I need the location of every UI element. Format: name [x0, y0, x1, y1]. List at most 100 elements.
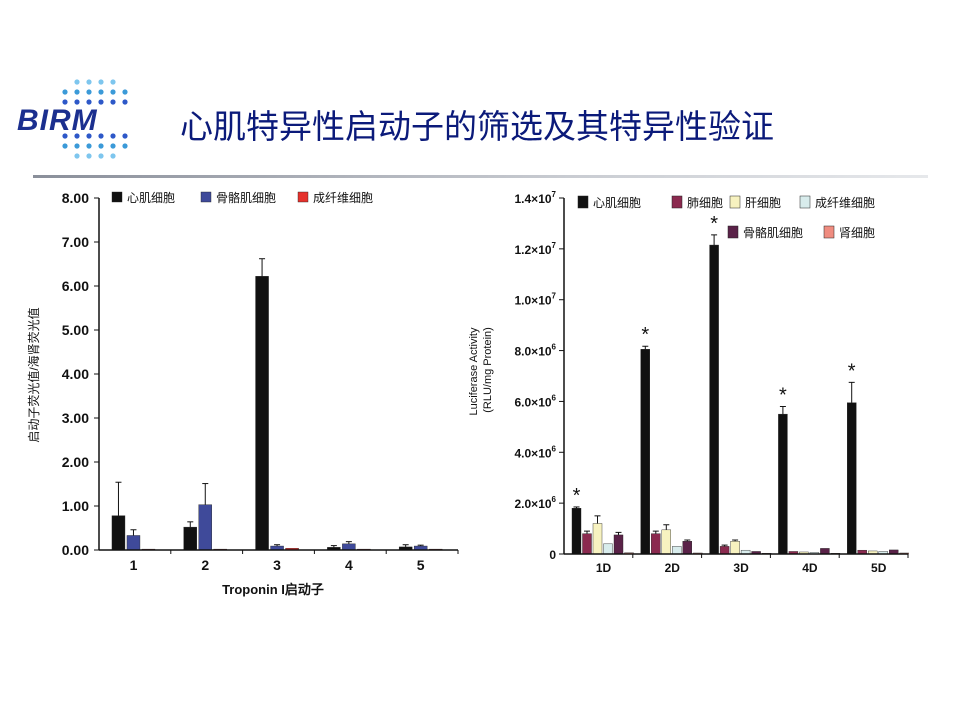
legend-swatch [200, 191, 212, 203]
logo-graphic: BIRM [17, 79, 128, 159]
page-title: 心肌特异性启动子的筛选及其特异性验证 [180, 107, 774, 146]
logo-dot [110, 79, 116, 85]
y-tick-label: 2.00 [62, 454, 89, 470]
y-tick-label: 0.00 [62, 542, 89, 558]
title-divider [33, 175, 928, 178]
y-tick-label: 1.00 [62, 498, 89, 514]
logo-dot [110, 143, 116, 149]
significance-mark: * [710, 213, 718, 235]
legend-label: 心肌细胞 [593, 196, 641, 210]
y-tick-label: 8.00 [62, 190, 89, 206]
bar [719, 546, 730, 555]
x-tick-label: 4D [802, 561, 818, 575]
y-tick-label: 4.00 [62, 366, 89, 382]
y-tick-label: 1.0×107 [515, 292, 557, 308]
logo-dot [122, 143, 128, 149]
y-tick-label: 3.00 [62, 410, 89, 426]
legend-swatch [577, 195, 589, 209]
logo-dot [86, 143, 92, 149]
bar [640, 349, 651, 555]
bar [111, 515, 126, 551]
bar [847, 402, 857, 555]
legend-label: 肝细胞 [745, 196, 781, 210]
significance-mark: * [848, 360, 856, 382]
logo-dot [62, 89, 68, 95]
legend-label: 成纤维细胞 [815, 196, 875, 210]
bar [603, 543, 613, 555]
logo-dot [74, 143, 80, 149]
legend-label: 心肌细胞 [127, 191, 175, 205]
x-tick-label: 3D [733, 561, 749, 575]
y-tick-label: 8.0×106 [515, 343, 557, 359]
y-tick-label: 1.4×107 [515, 190, 557, 206]
bar [778, 413, 788, 555]
birm-logo: BIRM [15, 74, 165, 166]
logo-dot [74, 99, 80, 105]
logo-dot [122, 89, 128, 95]
logo-dot [98, 99, 104, 105]
logo-dot [98, 143, 104, 149]
bar [183, 526, 197, 551]
logo-dot [62, 133, 68, 139]
bar [651, 533, 661, 555]
legend-swatch [671, 195, 683, 209]
significance-mark: * [779, 385, 787, 407]
logo-dot [122, 133, 128, 139]
legend-label: 骨骼肌细胞 [743, 225, 803, 240]
bar [592, 523, 603, 555]
bar [582, 533, 592, 555]
logo-dot [98, 133, 104, 139]
legend-swatch [297, 191, 309, 203]
chart-luciferase-activity: * * * * * 0 2.0×106 4.0×106 6.0×106 8.0×106 1.0×1… [468, 190, 909, 575]
legend-swatch [111, 191, 123, 203]
logo-dot [110, 133, 116, 139]
logo-dot [110, 153, 116, 159]
x-tick-label: 4 [345, 557, 353, 573]
logo-dot [74, 79, 80, 85]
logo-dot [98, 79, 104, 85]
logo-dot [110, 99, 116, 105]
legend-swatch [729, 195, 741, 209]
y-tick-label: 2.0×106 [515, 495, 557, 511]
x-tick-label: 1D [596, 561, 612, 575]
x-tick-label: 2 [201, 557, 209, 573]
y-axis-label: Luciferase Activity (RLU/mg Protein) [468, 324, 494, 415]
logo-dot [74, 89, 80, 95]
y-axis-label: 启动子荧光值/海肾荧光值 [26, 307, 41, 442]
logo-dot [98, 89, 104, 95]
logo-dot [62, 143, 68, 149]
logo-dot [122, 99, 128, 105]
y-tick-label: 6.0×106 [515, 393, 557, 409]
x-tick-label: 2D [665, 561, 681, 575]
logo-dot [74, 133, 80, 139]
bar [661, 529, 672, 555]
logo-dot [98, 153, 104, 159]
logo-dot [86, 133, 92, 139]
significance-mark: * [641, 324, 649, 346]
logo-dot [74, 153, 80, 159]
x-tick-label: 3 [273, 557, 281, 573]
logo-dot [62, 99, 68, 105]
legend-label: 肺细胞 [687, 196, 723, 210]
legend-swatch [799, 195, 811, 209]
legend-label: 骨骼肌细胞 [216, 190, 276, 205]
bar [730, 541, 740, 555]
bar [613, 534, 624, 555]
legend-label: 成纤维细胞 [313, 191, 373, 205]
x-tick-label: 5 [417, 557, 425, 573]
bar [342, 543, 356, 551]
legend-label: 肾细胞 [839, 226, 875, 240]
logo-dot [110, 89, 116, 95]
bar [126, 535, 141, 551]
logo-dot [86, 79, 92, 85]
y-tick-label: 6.00 [62, 278, 89, 294]
y-tick-label: 0 [549, 548, 556, 562]
legend-swatch [823, 225, 835, 239]
logo-dot [86, 89, 92, 95]
bar [198, 504, 212, 551]
y-tick-label: 7.00 [62, 234, 89, 250]
x-tick-label: 1 [130, 557, 138, 573]
chart-promoter-ratio: 0.00 1.00 2.00 3.00 4.00 5.00 6.00 7.00 8.00 1 2 3 4… [26, 190, 459, 597]
bar [820, 548, 830, 555]
bar [709, 244, 719, 555]
